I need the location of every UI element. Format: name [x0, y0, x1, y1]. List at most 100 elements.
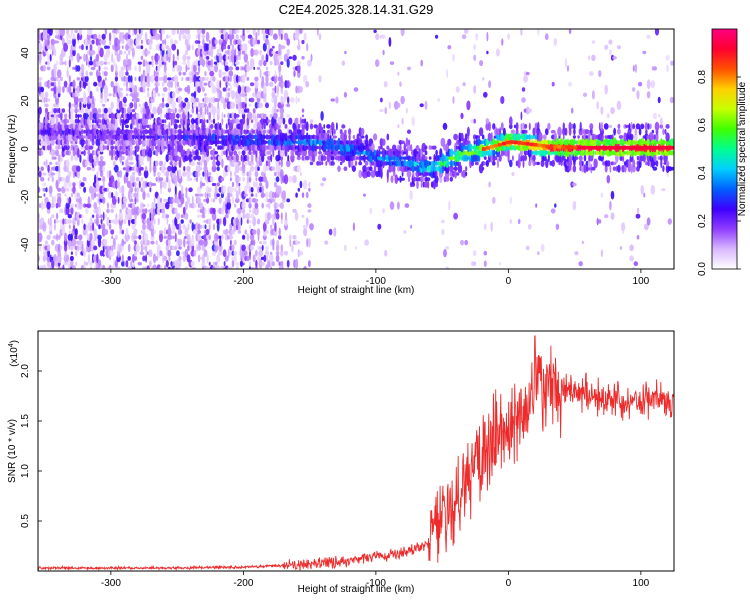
- spectrogram-cell: [225, 80, 228, 88]
- spectrogram-cell: [117, 243, 120, 253]
- spectrogram-cell: [234, 61, 240, 65]
- spectrogram-cell: [197, 214, 202, 218]
- spectrogram-cell: [151, 113, 154, 119]
- spectrogram-cell: [384, 249, 388, 257]
- spectrogram-cell: [41, 143, 44, 152]
- spectrogram-cell: [164, 132, 167, 142]
- spectrogram-cell: [141, 148, 147, 158]
- spectrogram-cell: [110, 250, 115, 257]
- spectrogram-cell: [64, 60, 67, 66]
- spectrogram-cell: [654, 29, 660, 36]
- spectrogram-cell: [38, 149, 42, 157]
- spectrogram-cell: [276, 109, 279, 113]
- spectrogram-cell: [123, 59, 127, 68]
- spectrogram-cell: [182, 34, 187, 40]
- spectrogram-cell: [483, 260, 487, 268]
- spectrogram-cell: [204, 106, 207, 115]
- spectrogram-cell: [473, 118, 476, 124]
- spectrogram-cell: [572, 165, 577, 173]
- spectrogram-cell: [182, 224, 187, 230]
- spectrogram-cell: [147, 87, 150, 92]
- spectrogram-cell: [80, 182, 85, 187]
- spectrogram-cell: [259, 182, 263, 187]
- spectrogram-cell: [62, 264, 65, 269]
- spectrogram-cell: [452, 53, 455, 62]
- spectrogram-cell: [125, 93, 129, 97]
- spectrogram-cell: [594, 150, 597, 155]
- spectrogram-cell: [410, 224, 412, 229]
- spectrogram-cell: [57, 92, 61, 98]
- spectrogram-cell: [66, 119, 70, 123]
- spectrogram-cell: [198, 254, 201, 263]
- spectrogram-cell: [604, 44, 609, 50]
- spectrogram-cell: [98, 65, 101, 72]
- spectrogram-cell: [265, 191, 269, 199]
- spectrogram-cell: [242, 262, 245, 266]
- spectrogram-cell: [41, 200, 44, 211]
- spectrogram-cell: [133, 249, 138, 257]
- spectrogram-cell: [643, 192, 646, 198]
- spectrogram-cell: [261, 75, 264, 82]
- spectrogram-cell: [231, 260, 235, 268]
- spectrogram-core-cell: [652, 146, 657, 150]
- spectrogram-cell: [257, 29, 260, 37]
- spectrogram-cell: [140, 240, 144, 245]
- spectrogram-cell: [234, 203, 237, 208]
- spectrogram-cell: [214, 134, 218, 140]
- spectrogram-y-tick-label: 20: [20, 95, 31, 107]
- spectrogram-cell: [203, 96, 208, 104]
- spectrogram-cell: [521, 97, 526, 103]
- spectrogram-cell: [435, 149, 438, 156]
- spectrogram-cell: [598, 70, 602, 78]
- spectrogram-cell: [70, 111, 74, 121]
- spectrogram-cell: [81, 243, 84, 253]
- spectrogram-cell: [225, 148, 228, 158]
- spectrogram-cell: [483, 223, 487, 231]
- spectrogram-cell: [98, 206, 101, 216]
- spectrogram-cell: [166, 54, 169, 61]
- colorbar-tick-label: 0.6: [697, 118, 708, 132]
- spectrogram-cell: [609, 200, 612, 211]
- spectrogram-cell: [453, 212, 458, 220]
- spectrogram-cell: [231, 229, 235, 235]
- spectrogram-cell: [187, 29, 190, 35]
- spectrogram-cell: [199, 105, 203, 116]
- spectrogram-cell: [74, 118, 78, 124]
- spectrogram-cell: [218, 175, 223, 183]
- spectrogram-cell: [270, 251, 273, 255]
- spectrogram-cell: [214, 261, 218, 266]
- spectrogram-cell: [56, 107, 58, 114]
- spectrogram-cell: [83, 91, 86, 99]
- spectrogram-cell: [46, 66, 51, 71]
- spectrogram-cell: [166, 138, 169, 147]
- spectrogram-cell: [173, 123, 178, 130]
- spectrogram-cell: [155, 65, 158, 71]
- spectrogram-cell: [38, 106, 42, 115]
- snr-multiplier-base: (x10: [9, 347, 20, 367]
- spectrogram-cell: [178, 124, 182, 129]
- spectrogram-cell: [165, 170, 169, 178]
- spectrogram-cell: [235, 217, 240, 226]
- spectrogram-cell: [267, 159, 271, 168]
- spectrogram-cell: [206, 169, 209, 179]
- spectrogram-cell: [96, 193, 99, 197]
- spectrogram-cell: [228, 186, 234, 194]
- spectrogram-cell: [280, 61, 284, 65]
- spectrogram-cell: [199, 180, 203, 189]
- spectrogram-cell: [160, 180, 162, 189]
- spectrogram-cell: [231, 244, 235, 252]
- spectrogram-cell: [146, 74, 150, 84]
- spectrogram-cell: [483, 156, 487, 161]
- spectrogram-cell: [65, 175, 70, 184]
- spectrogram-cell: [135, 112, 140, 119]
- spectrogram-cell: [53, 84, 57, 95]
- spectrogram-cell: [174, 160, 178, 167]
- spectrogram-cell: [127, 144, 131, 151]
- spectrogram-cell: [170, 80, 173, 88]
- spectrogram-cell: [138, 235, 142, 240]
- spectrogram-cell: [295, 258, 299, 269]
- spectrogram-cell: [212, 76, 216, 82]
- spectrogram-cell: [89, 90, 93, 99]
- spectrogram-cell: [69, 203, 74, 208]
- spectrogram-cell: [253, 66, 256, 70]
